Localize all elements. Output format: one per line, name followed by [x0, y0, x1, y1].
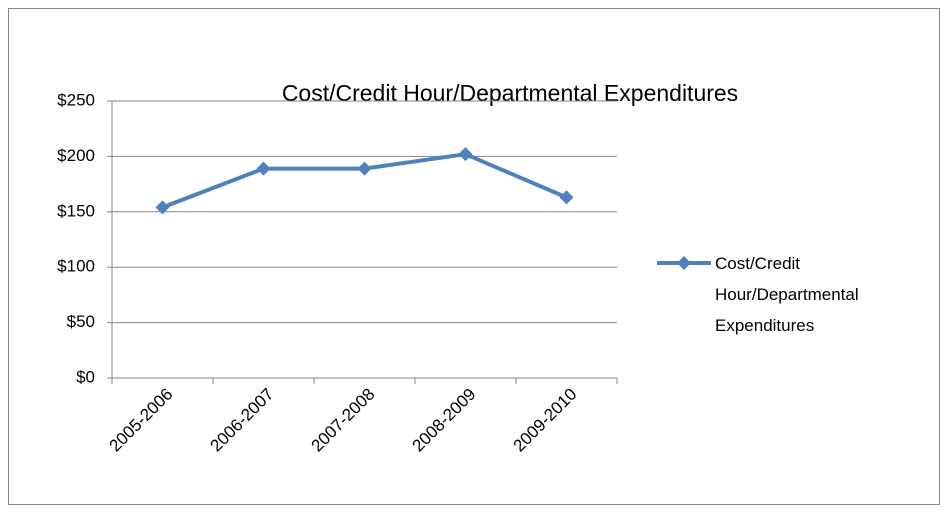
y-tick-label: $50 — [67, 312, 95, 331]
chart-border — [8, 8, 940, 505]
point-marker — [357, 161, 372, 176]
chart-title: Cost/Credit Hour/Departmental Expenditur… — [282, 80, 738, 106]
legend-marker — [677, 256, 691, 270]
point-marker — [458, 147, 473, 162]
point-marker — [256, 161, 271, 176]
y-tick-label: $150 — [57, 201, 95, 220]
point-marker — [559, 190, 574, 205]
y-tick-label: $0 — [76, 367, 95, 386]
point-marker — [155, 200, 170, 215]
y-tick-label: $200 — [57, 146, 95, 165]
legend-label: Cost/Credit Hour/Departmental Expenditur… — [715, 254, 859, 335]
y-tick-label: $100 — [57, 257, 95, 276]
y-tick-label: $250 — [57, 90, 95, 109]
